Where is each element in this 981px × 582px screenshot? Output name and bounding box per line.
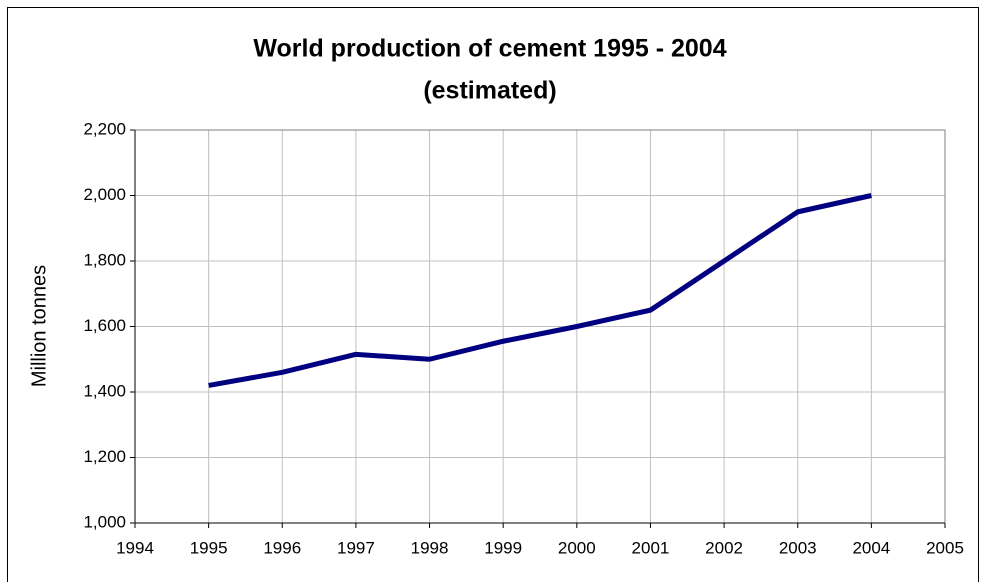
y-tick-label: 1,600: [83, 316, 126, 335]
x-tick-label: 2005: [926, 538, 964, 557]
x-tick-label: 2003: [779, 538, 817, 557]
x-tick-label: 1999: [484, 538, 522, 557]
x-tick-label: 2004: [852, 538, 890, 557]
chart-frame: [7, 7, 979, 582]
x-tick-label: 1995: [190, 538, 228, 557]
y-tick-label: 1,200: [83, 447, 126, 466]
x-tick-label: 1996: [263, 538, 301, 557]
x-tick-label: 2000: [558, 538, 596, 557]
y-tick-label: 2,200: [83, 119, 126, 138]
x-tick-label: 1994: [116, 538, 154, 557]
y-axis-label: Million tonnes: [28, 265, 50, 387]
chart-title: (estimated): [423, 77, 556, 105]
y-tick-label: 2,000: [83, 185, 126, 204]
x-tick-label: 1997: [337, 538, 375, 557]
y-tick-label: 1,800: [83, 250, 126, 269]
y-tick-label: 1,000: [83, 512, 126, 531]
chart-title: World production of cement 1995 - 2004: [253, 35, 726, 63]
data-line: [208, 193, 872, 388]
y-tick-label: 1,400: [83, 381, 126, 400]
x-tick-label: 1998: [411, 538, 449, 557]
x-tick-label: 2002: [705, 538, 743, 557]
x-tick-label: 2001: [632, 538, 670, 557]
